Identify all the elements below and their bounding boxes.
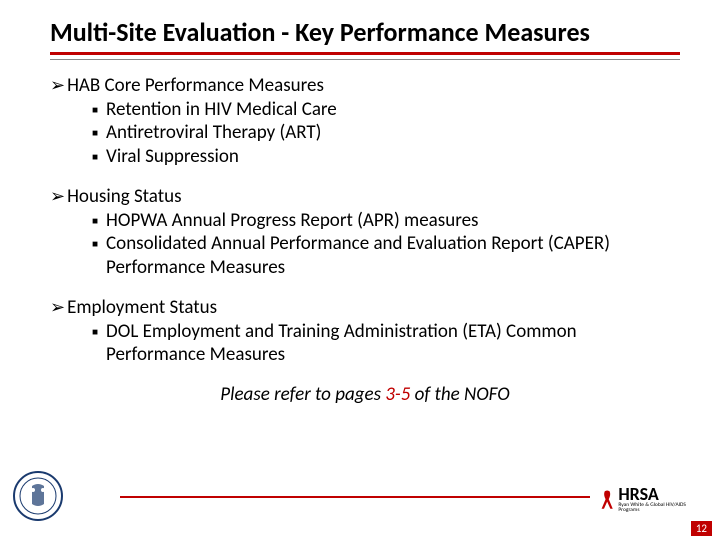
footnote-prefix: Please refer to pages xyxy=(220,383,385,406)
hrsa-subtext: Ryan White & Global HIV/AIDS Programs xyxy=(618,503,690,514)
title-underline-gray xyxy=(50,59,680,60)
sub-item: ■ Viral Suppression xyxy=(50,145,680,169)
sub-text: DOL Employment and Training Administrati… xyxy=(106,320,680,368)
arrow-item: ➢ Employment Status xyxy=(50,296,680,320)
arrow-text: HAB Core Performance Measures xyxy=(67,74,324,98)
arrow-item: ➢ HAB Core Performance Measures xyxy=(50,74,680,98)
hrsa-text: HRSA xyxy=(618,486,690,502)
arrow-icon: ➢ xyxy=(50,74,65,97)
arrow-text: Housing Status xyxy=(67,185,181,209)
sub-text: Antiretroviral Therapy (ART) xyxy=(106,121,680,145)
sub-item: ■ DOL Employment and Training Administra… xyxy=(50,320,680,368)
bullet-group: ➢ Housing Status ■ HOPWA Annual Progress… xyxy=(50,185,680,280)
square-icon: ■ xyxy=(92,215,98,228)
title-underline-red xyxy=(50,52,680,55)
sub-text: Viral Suppression xyxy=(106,145,680,169)
footnote: Please refer to pages 3-5 of the NOFO xyxy=(50,383,680,407)
sub-item: ■ Consolidated Annual Performance and Ev… xyxy=(50,232,680,280)
sub-item: ■ Antiretroviral Therapy (ART) xyxy=(50,121,680,145)
square-icon: ■ xyxy=(92,151,98,164)
hrsa-logo: HRSA Ryan White & Global HIV/AIDS Progra… xyxy=(600,484,690,516)
sub-text: HOPWA Annual Progress Report (APR) measu… xyxy=(106,209,680,233)
footnote-highlight: 3-5 xyxy=(385,383,410,406)
hrsa-text-block: HRSA Ryan White & Global HIV/AIDS Progra… xyxy=(618,486,690,513)
arrow-icon: ➢ xyxy=(50,296,65,319)
sub-item: ■ Retention in HIV Medical Care xyxy=(50,98,680,122)
seal-icon xyxy=(12,470,64,522)
square-icon: ■ xyxy=(92,238,98,251)
hhs-logo xyxy=(12,470,64,522)
square-icon: ■ xyxy=(92,104,98,117)
slide: Multi-Site Evaluation - Key Performance … xyxy=(0,0,720,540)
slide-title: Multi-Site Evaluation - Key Performance … xyxy=(50,18,680,48)
ribbon-icon xyxy=(600,487,614,513)
bottom-rule xyxy=(120,496,590,498)
arrow-item: ➢ Housing Status xyxy=(50,185,680,209)
arrow-icon: ➢ xyxy=(50,185,65,208)
square-icon: ■ xyxy=(92,127,98,140)
square-icon: ■ xyxy=(92,326,98,339)
bullet-group: ➢ Employment Status ■ DOL Employment and… xyxy=(50,296,680,367)
sub-text: Retention in HIV Medical Care xyxy=(106,98,680,122)
content-body: ➢ HAB Core Performance Measures ■ Retent… xyxy=(50,74,680,407)
bullet-group: ➢ HAB Core Performance Measures ■ Retent… xyxy=(50,74,680,169)
sub-item: ■ HOPWA Annual Progress Report (APR) mea… xyxy=(50,209,680,233)
page-number: 12 xyxy=(691,521,712,536)
footnote-suffix: of the NOFO xyxy=(410,383,509,406)
sub-text: Consolidated Annual Performance and Eval… xyxy=(106,232,680,280)
arrow-text: Employment Status xyxy=(67,296,217,320)
